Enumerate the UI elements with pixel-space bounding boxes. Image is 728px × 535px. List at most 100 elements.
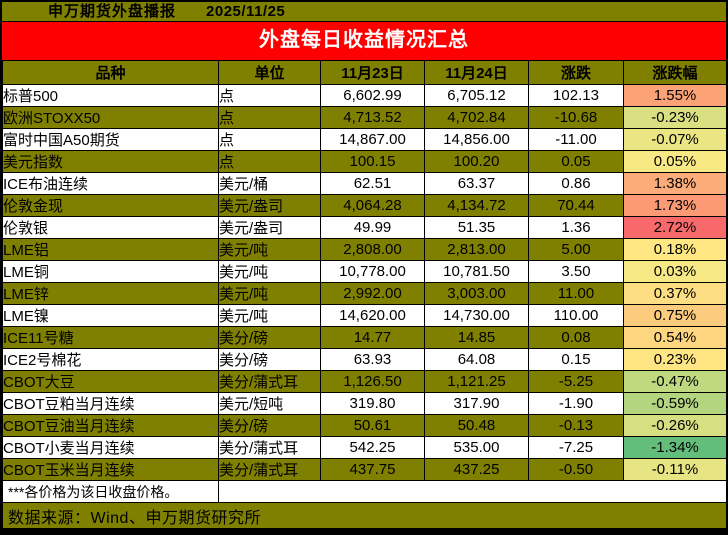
price-day2-cell: 2,813.00 — [424, 238, 529, 261]
table-row: 富时中国A50期货 点 14,867.00 14,856.00 -11.00 -… — [2, 128, 726, 151]
table-row: CBOT豆粕当月连续 美元/短吨 319.80 317.90 -1.90 -0.… — [2, 392, 726, 415]
product-cell: CBOT玉米当月连续 — [2, 458, 219, 481]
unit-cell: 美元/盎司 — [218, 216, 321, 239]
pct-change-cell: -1.34% — [623, 436, 726, 459]
change-cell: 5.00 — [528, 238, 624, 261]
pct-change-cell: 0.18% — [623, 238, 726, 261]
pct-change-cell: -0.23% — [623, 106, 726, 129]
price-day2-cell: 50.48 — [424, 414, 529, 437]
unit-cell: 美分/磅 — [218, 326, 321, 349]
page-title: 外盘每日收益情况汇总 — [259, 29, 469, 51]
product-cell: ICE2号棉花 — [2, 348, 219, 371]
table-body: 标普500 点 6,602.99 6,705.12 102.13 1.55% 欧… — [2, 84, 726, 481]
table-row: 伦敦金现 美元/盎司 4,064.28 4,134.72 70.44 1.73% — [2, 194, 726, 217]
price-day2-cell: 437.25 — [424, 458, 529, 481]
change-cell: 3.50 — [528, 260, 624, 283]
table-header: 品种 单位 11月23日 11月24日 涨跌 涨跌幅 — [2, 60, 726, 85]
price-day2-cell: 14.85 — [424, 326, 529, 349]
change-cell: -11.00 — [528, 128, 624, 151]
pct-change-cell: 1.73% — [623, 194, 726, 217]
unit-cell: 点 — [218, 150, 321, 173]
price-day1-cell: 10,778.00 — [320, 260, 425, 283]
price-day1-cell: 63.93 — [320, 348, 425, 371]
product-cell: CBOT小麦当月连续 — [2, 436, 219, 459]
unit-cell: 点 — [218, 84, 321, 107]
price-day2-cell: 14,730.00 — [424, 304, 529, 327]
product-cell: 富时中国A50期货 — [2, 128, 219, 151]
pct-change-cell: -0.47% — [623, 370, 726, 393]
unit-cell: 美元/吨 — [218, 282, 321, 305]
product-cell: 欧洲STOXX50 — [2, 106, 219, 129]
price-day2-cell: 14,856.00 — [424, 128, 529, 151]
change-cell: 110.00 — [528, 304, 624, 327]
price-day1-cell: 437.75 — [320, 458, 425, 481]
change-cell: -1.90 — [528, 392, 624, 415]
price-day2-cell: 10,781.50 — [424, 260, 529, 283]
change-cell: -10.68 — [528, 106, 624, 129]
footnote-row: ***各价格为该日收盘价格。 — [2, 480, 726, 503]
column-header: 11月23日 — [320, 60, 425, 85]
table-row: CBOT小麦当月连续 美分/蒲式耳 542.25 535.00 -7.25 -1… — [2, 436, 726, 459]
column-header: 涨跌 — [528, 60, 624, 85]
change-cell: 0.05 — [528, 150, 624, 173]
pct-change-cell: 0.03% — [623, 260, 726, 283]
price-day2-cell: 6,705.12 — [424, 84, 529, 107]
unit-cell: 美分/磅 — [218, 414, 321, 437]
table-footer: ***各价格为该日收盘价格。 数据来源：Wind、申万期货研究所 — [2, 480, 726, 528]
table-row: CBOT玉米当月连续 美分/蒲式耳 437.75 437.25 -0.50 -0… — [2, 458, 726, 481]
column-header: 涨跌幅 — [623, 60, 726, 85]
product-cell: LME铝 — [2, 238, 219, 261]
pct-change-cell: 0.23% — [623, 348, 726, 371]
change-cell: 0.15 — [528, 348, 624, 371]
unit-cell: 美分/磅 — [218, 348, 321, 371]
change-cell: -5.25 — [528, 370, 624, 393]
unit-cell: 美元/吨 — [218, 304, 321, 327]
table-row: LME锌 美元/吨 2,992.00 3,003.00 11.00 0.37% — [2, 282, 726, 305]
pct-change-cell: -0.07% — [623, 128, 726, 151]
unit-cell: 美元/吨 — [218, 238, 321, 261]
change-cell: -7.25 — [528, 436, 624, 459]
table-row: 标普500 点 6,602.99 6,705.12 102.13 1.55% — [2, 84, 726, 107]
table-row: ICE11号糖 美分/磅 14.77 14.85 0.08 0.54% — [2, 326, 726, 349]
price-day2-cell: 3,003.00 — [424, 282, 529, 305]
footnote-cell: ***各价格为该日收盘价格。 — [2, 480, 219, 503]
report-source-title: 申万期货外盘播报 — [48, 3, 177, 20]
price-day2-cell: 4,702.84 — [424, 106, 529, 129]
title-banner: 外盘每日收益情况汇总 — [2, 22, 726, 60]
table-row: ICE2号棉花 美分/磅 63.93 64.08 0.15 0.23% — [2, 348, 726, 371]
product-cell: CBOT大豆 — [2, 370, 219, 393]
price-day1-cell: 49.99 — [320, 216, 425, 239]
price-day2-cell: 4,134.72 — [424, 194, 529, 217]
price-day2-cell: 317.90 — [424, 392, 529, 415]
data-table: 品种 单位 11月23日 11月24日 涨跌 涨跌幅 标普500 点 6,602.99 6… — [2, 60, 726, 528]
unit-cell: 美分/蒲式耳 — [218, 458, 321, 481]
table-row: LME铝 美元/吨 2,808.00 2,813.00 5.00 0.18% — [2, 238, 726, 261]
topbar: 申万期货外盘播报 2025/11/25 — [2, 2, 726, 22]
column-header: 品种 — [2, 60, 219, 85]
price-day1-cell: 14.77 — [320, 326, 425, 349]
pct-change-cell: 0.37% — [623, 282, 726, 305]
price-day1-cell: 14,867.00 — [320, 128, 425, 151]
change-cell: 102.13 — [528, 84, 624, 107]
unit-cell: 美元/桶 — [218, 172, 321, 195]
product-cell: 美元指数 — [2, 150, 219, 173]
pct-change-cell: -0.11% — [623, 458, 726, 481]
table-row: 伦敦银 美元/盎司 49.99 51.35 1.36 2.72% — [2, 216, 726, 239]
change-cell: 0.86 — [528, 172, 624, 195]
price-day1-cell: 2,808.00 — [320, 238, 425, 261]
unit-cell: 美元/短吨 — [218, 392, 321, 415]
price-day2-cell: 535.00 — [424, 436, 529, 459]
pct-change-cell: -0.26% — [623, 414, 726, 437]
product-cell: ICE11号糖 — [2, 326, 219, 349]
price-day1-cell: 50.61 — [320, 414, 425, 437]
table-row: CBOT豆油当月连续 美分/磅 50.61 50.48 -0.13 -0.26% — [2, 414, 726, 437]
change-cell: 1.36 — [528, 216, 624, 239]
unit-cell: 点 — [218, 106, 321, 129]
price-day1-cell: 6,602.99 — [320, 84, 425, 107]
price-day1-cell: 2,992.00 — [320, 282, 425, 305]
price-day2-cell: 64.08 — [424, 348, 529, 371]
table-row: LME镍 美元/吨 14,620.00 14,730.00 110.00 0.7… — [2, 304, 726, 327]
price-day2-cell: 100.20 — [424, 150, 529, 173]
unit-cell: 美元/盎司 — [218, 194, 321, 217]
